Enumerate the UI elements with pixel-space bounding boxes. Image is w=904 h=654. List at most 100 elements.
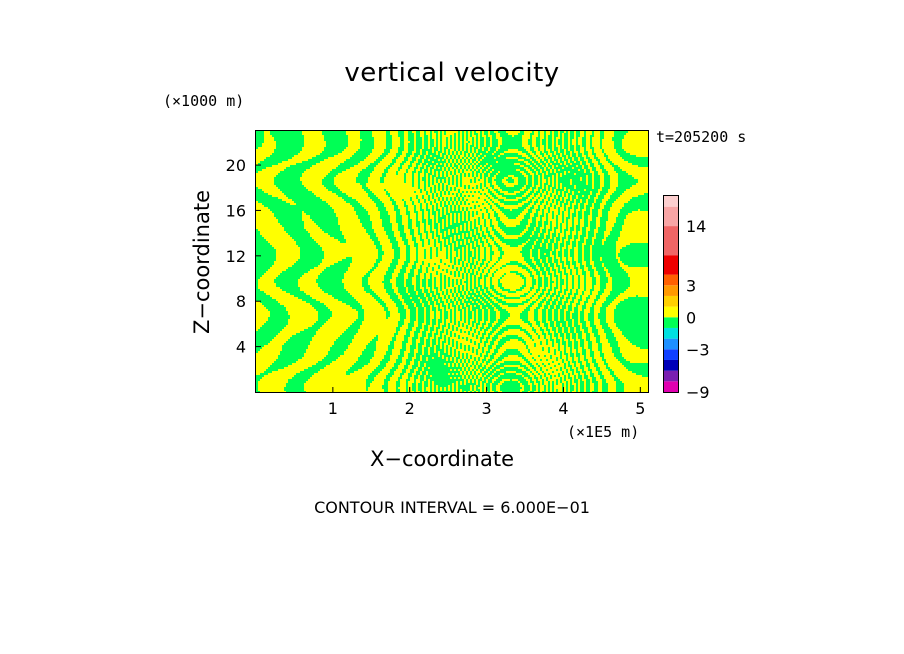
field-cell-positive xyxy=(588,165,590,167)
field-cell-positive xyxy=(474,243,476,245)
field-cell-positive xyxy=(586,233,588,235)
field-cell-positive xyxy=(586,177,588,179)
field-cell-positive xyxy=(610,209,620,211)
field-cell-positive xyxy=(408,243,414,245)
field-cell-positive xyxy=(472,227,474,229)
field-cell-positive xyxy=(450,183,452,185)
field-cell-positive xyxy=(522,337,530,339)
field-cell-positive xyxy=(470,249,474,251)
field-cell-positive xyxy=(454,377,456,379)
field-cell-positive xyxy=(418,253,424,255)
colorbar-band xyxy=(664,349,678,360)
field-cell-positive xyxy=(474,389,476,391)
field-cell-positive xyxy=(498,297,504,299)
field-cell-positive xyxy=(258,229,284,231)
field-cell-positive xyxy=(484,245,488,247)
field-cell-positive xyxy=(256,307,266,309)
field-cell-positive xyxy=(492,277,500,279)
field-cell-positive xyxy=(544,269,546,271)
field-cell-positive xyxy=(562,157,564,159)
field-cell-positive xyxy=(354,335,376,337)
field-cell-positive xyxy=(436,215,438,217)
field-cell-positive xyxy=(414,135,416,137)
field-cell-positive xyxy=(424,217,428,219)
field-cell-positive xyxy=(594,201,596,203)
field-cell-positive xyxy=(478,263,480,265)
field-cell-positive xyxy=(452,245,454,247)
field-cell-positive xyxy=(480,267,484,269)
field-cell-positive xyxy=(402,153,406,155)
field-cell-positive xyxy=(564,385,566,387)
field-cell-positive xyxy=(424,167,426,169)
field-cell-positive xyxy=(428,351,430,353)
field-cell-positive xyxy=(500,373,504,375)
field-cell-positive xyxy=(426,153,428,155)
field-cell-positive xyxy=(340,189,364,191)
field-cell-positive xyxy=(482,287,484,289)
field-cell-positive xyxy=(478,145,480,147)
field-cell-positive xyxy=(558,285,560,287)
field-cell-positive xyxy=(414,177,418,179)
field-cell-positive xyxy=(430,309,432,311)
field-cell-positive xyxy=(444,173,446,175)
field-cell-positive xyxy=(434,347,436,349)
field-cell-positive xyxy=(410,215,416,217)
field-cell-positive xyxy=(470,173,472,175)
field-cell-positive xyxy=(612,331,622,333)
field-cell-positive xyxy=(568,147,570,149)
field-cell-positive xyxy=(594,317,598,319)
field-cell-positive xyxy=(402,219,408,221)
field-cell-positive xyxy=(468,169,470,171)
field-cell-positive xyxy=(340,225,362,227)
field-cell-positive xyxy=(422,269,426,271)
field-cell-positive xyxy=(472,223,474,225)
field-cell-positive xyxy=(316,241,340,243)
field-cell-positive xyxy=(458,221,460,223)
field-cell-positive xyxy=(478,211,486,213)
field-cell-positive xyxy=(544,153,546,155)
field-cell-positive xyxy=(442,281,444,283)
field-cell-positive xyxy=(452,333,454,335)
field-cell-positive xyxy=(556,249,560,251)
field-cell-positive xyxy=(392,165,400,167)
field-cell-positive xyxy=(304,227,320,229)
field-cell-positive xyxy=(484,375,486,377)
field-cell-positive xyxy=(468,209,480,211)
field-cell-positive xyxy=(582,299,586,301)
field-cell-positive xyxy=(384,157,394,159)
field-cell-positive xyxy=(476,253,478,255)
field-cell-positive xyxy=(452,383,454,385)
field-cell-positive xyxy=(474,161,476,163)
field-cell-positive xyxy=(476,313,478,315)
field-cell-positive xyxy=(256,227,284,229)
field-cell-positive xyxy=(340,229,366,231)
field-cell-positive xyxy=(540,307,544,309)
field-cell-positive xyxy=(416,313,418,315)
field-cell-positive xyxy=(434,301,436,303)
field-cell-positive xyxy=(570,213,572,215)
field-cell-positive xyxy=(546,133,550,135)
field-cell-positive xyxy=(546,137,548,139)
field-cell-positive xyxy=(456,257,460,259)
field-cell-positive xyxy=(442,241,444,243)
field-cell-positive xyxy=(532,305,538,307)
field-cell-positive xyxy=(462,315,464,317)
field-cell-positive xyxy=(398,157,404,159)
field-cell-positive xyxy=(430,175,432,177)
field-cell-positive xyxy=(256,175,276,177)
field-cell-positive xyxy=(272,195,286,197)
field-cell-positive xyxy=(476,319,478,321)
field-cell-positive xyxy=(394,271,400,273)
field-cell-positive xyxy=(596,325,602,327)
field-cell-positive xyxy=(472,239,474,241)
field-cell-positive xyxy=(462,179,470,181)
field-cell-positive xyxy=(492,333,496,335)
field-cell-positive xyxy=(332,311,358,313)
field-cell-positive xyxy=(264,141,276,143)
field-cell-positive xyxy=(474,323,476,325)
field-cell-positive xyxy=(540,373,544,375)
field-cell-positive xyxy=(344,351,362,353)
field-cell-positive xyxy=(586,323,590,325)
field-cell-positive xyxy=(486,257,490,259)
field-cell-positive xyxy=(552,177,554,179)
